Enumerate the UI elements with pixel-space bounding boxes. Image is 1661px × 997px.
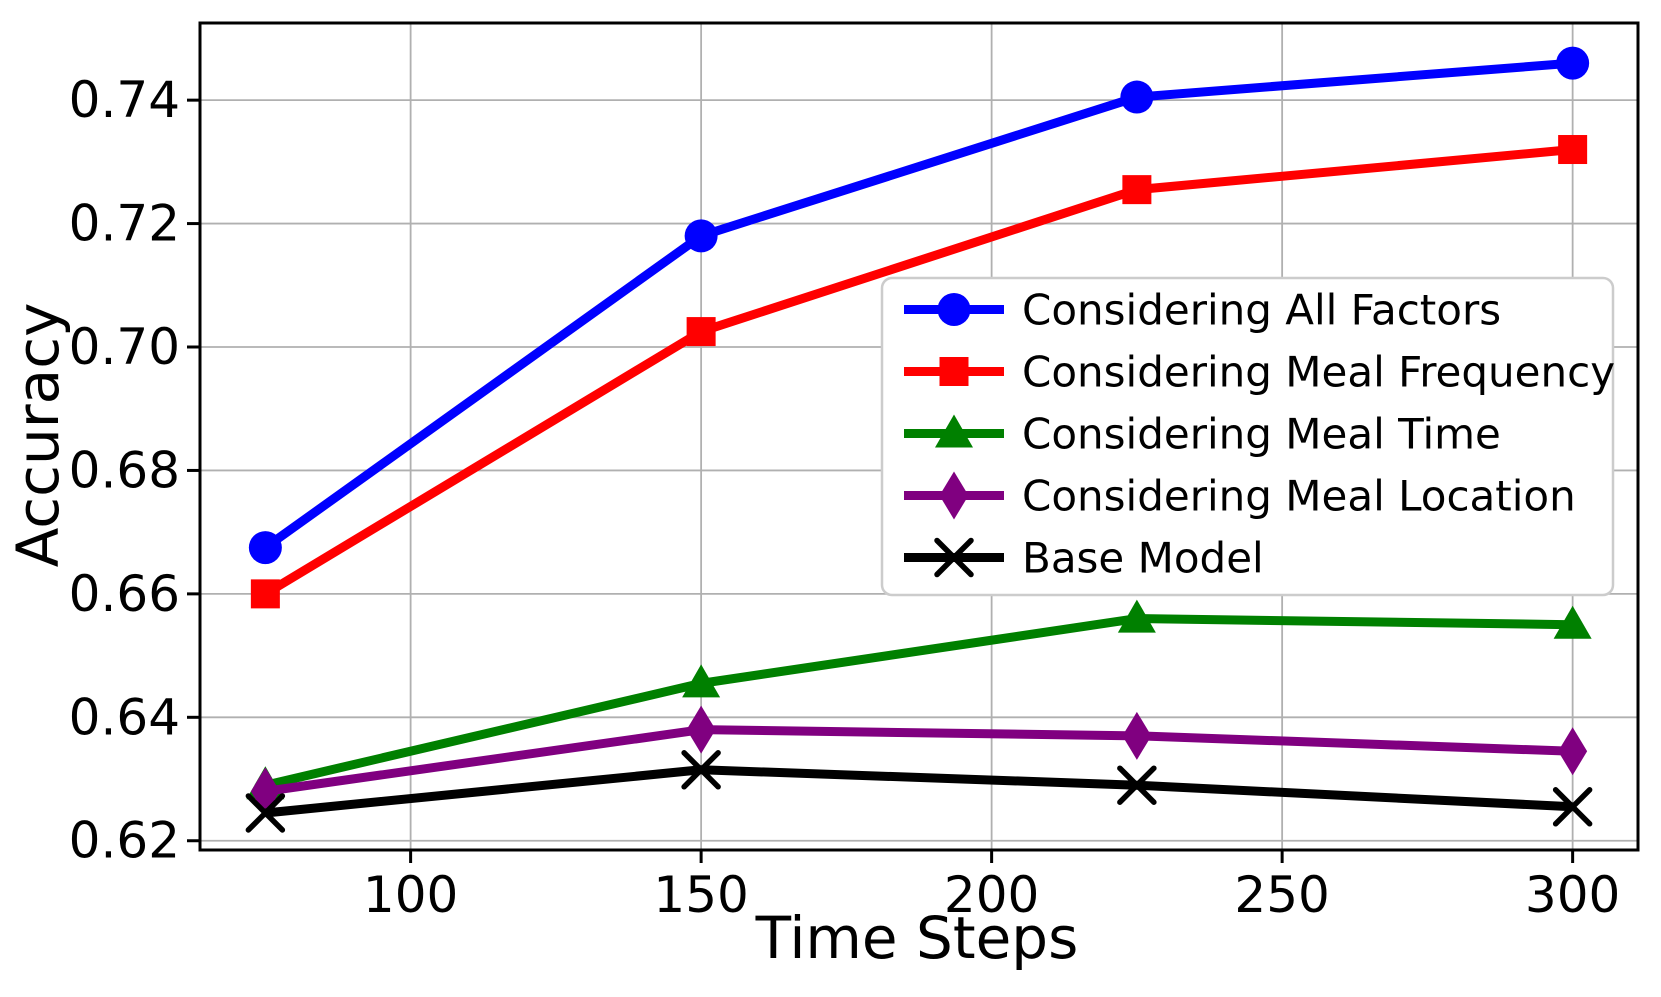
marker-base-model-x75 <box>245 793 286 833</box>
x-axis-label: Time Steps <box>755 904 1079 972</box>
axes-layer: 100 150 200 250 300 0.62 0.64 0.66 0.68 0.70 0.72 0… <box>69 21 1640 924</box>
y-axis-label: Accuracy <box>4 303 72 568</box>
marker-considering-meal-frequency-x300 <box>1558 135 1588 165</box>
line-considering-all-factors <box>262 58 1573 552</box>
series-considering-all-factors <box>248 46 1590 565</box>
marker-considering-meal-frequency-x75 <box>250 579 280 609</box>
marker-considering-meal-time-x300 <box>1553 605 1592 639</box>
marker-considering-all-factors-x75 <box>248 531 282 565</box>
x-stroke <box>1552 787 1593 827</box>
marker-considering-meal-location-x150 <box>686 705 716 754</box>
legend-marker-square <box>939 357 969 386</box>
marker-considering-meal-time-x225 <box>1117 599 1156 633</box>
legend: Considering All Factors Considering Meal … <box>880 276 1615 597</box>
x-stroke <box>934 537 974 578</box>
marker-base-model-x300 <box>1552 787 1593 827</box>
line-considering-meal-time <box>264 614 1573 790</box>
y-tick-label-0.68: 0.68 <box>69 441 180 499</box>
legend-entry-considering-meal-frequency: Considering Meal Frequency <box>904 348 1615 397</box>
legend-marker-circle <box>937 293 971 326</box>
legend-label-base-model: Base Model <box>1022 534 1264 583</box>
x-tick-label-250: 250 <box>1234 866 1329 924</box>
x-stroke <box>245 793 286 833</box>
line-considering-meal-location <box>264 725 1573 796</box>
marker-considering-meal-frequency-x150 <box>686 317 716 347</box>
y-tick-label-0.62: 0.62 <box>69 812 180 870</box>
marker-considering-meal-location-x300 <box>1558 727 1588 776</box>
legend-marker-x <box>934 537 974 578</box>
legend-box <box>880 276 1615 597</box>
y-tick-label-0.64: 0.64 <box>69 688 180 746</box>
x-tick-label-150: 150 <box>653 866 748 924</box>
legend-entry-considering-meal-time: Considering Meal Time <box>904 410 1501 459</box>
legend-label-considering-meal-location: Considering Meal Location <box>1022 472 1576 521</box>
marker-considering-all-factors-x225 <box>1120 80 1154 114</box>
line-base-model <box>264 765 1573 818</box>
legend-marker-triangle-up <box>935 414 973 448</box>
x-tick-label-100: 100 <box>363 866 458 924</box>
y-tick-label-0.72: 0.72 <box>69 195 180 253</box>
series-considering-meal-location <box>250 705 1588 816</box>
series-base-model <box>245 750 1593 833</box>
marker-considering-meal-location-x225 <box>1122 711 1152 760</box>
line-considering-meal-frequency <box>263 145 1574 598</box>
legend-label-considering-meal-frequency: Considering Meal Frequency <box>1022 348 1615 397</box>
x-stroke <box>1117 765 1157 805</box>
legend-label-considering-meal-time: Considering Meal Time <box>1022 410 1501 459</box>
marker-considering-all-factors-x300 <box>1556 46 1590 80</box>
x-tick-label-200: 200 <box>944 866 1039 924</box>
legend-entry-base-model: Base Model <box>904 534 1264 583</box>
legend-entry-considering-meal-location: Considering Meal Location <box>904 471 1576 521</box>
marker-base-model-x225 <box>1117 765 1157 805</box>
legend-marker-diamond-thin <box>939 471 969 520</box>
series-considering-meal-frequency <box>250 135 1588 609</box>
marker-considering-meal-time-x150 <box>682 664 721 698</box>
legend-entry-considering-all-factors: Considering All Factors <box>904 286 1501 335</box>
x-stroke <box>681 750 721 790</box>
x-tick-label-300: 300 <box>1525 866 1620 924</box>
marker-considering-all-factors-x150 <box>684 219 718 253</box>
y-tick-label-0.66: 0.66 <box>69 565 180 623</box>
marker-base-model-x150 <box>681 750 721 790</box>
y-tick-label-0.7: 0.70 <box>69 318 180 376</box>
legend-label-considering-all-factors: Considering All Factors <box>1022 286 1501 335</box>
plot-border <box>198 21 1640 852</box>
series-layer <box>245 46 1593 833</box>
marker-considering-meal-frequency-x225 <box>1122 175 1152 205</box>
y-tick-label-0.74: 0.74 <box>69 71 180 129</box>
